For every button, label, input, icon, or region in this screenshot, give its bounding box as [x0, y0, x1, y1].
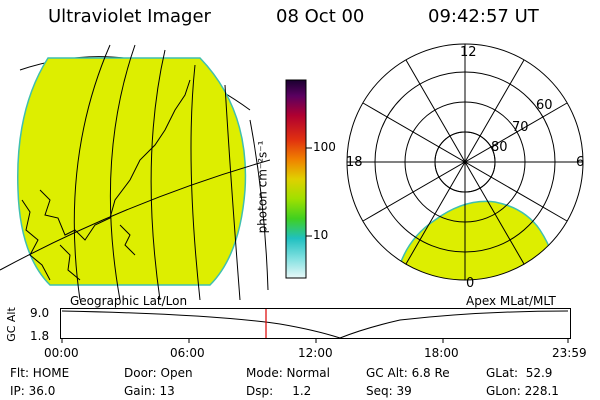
glon-label: GLon: 228.1 [486, 384, 559, 398]
colorbar-unit-label: photon cm⁻²s⁻¹ [255, 140, 270, 234]
mlt-label-12: 12 [460, 45, 477, 60]
time-label: 09:42:57 UT [428, 6, 539, 27]
orbit-xtick-0000: 00:00 [44, 346, 79, 360]
colorbar-tick-10: 10 [313, 228, 329, 242]
seq-label: Seq: 39 [366, 384, 412, 398]
colorbar-tick-100: 100 [313, 140, 336, 154]
orbit-altitude-plot [60, 308, 571, 343]
mlt-label-18: 18 [346, 155, 363, 170]
orbit-altitude-curve [61, 310, 569, 339]
dsp-label: Dsp: 1.2 [246, 384, 312, 398]
gc-alt-label: GC Alt: 6.8 Re [366, 366, 450, 380]
date-label: 08 Oct 00 [276, 6, 365, 27]
orbit-xtick-1200: 12:00 [298, 346, 333, 360]
mlt-label-6: 6 [576, 155, 585, 170]
mlat-label-80: 80 [491, 140, 508, 155]
gain-label: Gain: 13 [124, 384, 175, 398]
mlt-label-0: 0 [466, 276, 475, 291]
orbit-xtick-0600: 06:00 [170, 346, 205, 360]
mode-label: Mode: Normal [246, 366, 330, 380]
orbit-xtick-2359: 23:59 [552, 346, 587, 360]
polar-caption: Apex MLat/MLT [466, 294, 556, 308]
flt-label: Flt: HOME [10, 366, 70, 380]
orbit-ytick-top: 9.0 [30, 306, 50, 320]
geographic-image-panel [0, 44, 270, 300]
instrument-title: Ultraviolet Imager [48, 6, 211, 27]
polar-plot-panel [346, 43, 584, 281]
orbit-ylabel: GC Alt [4, 307, 18, 342]
ip-label: IP: 36.0 [10, 384, 56, 398]
colorbar [285, 79, 312, 279]
colorbar-gradient [285, 79, 307, 279]
orbit-xtick-1800: 18:00 [424, 346, 459, 360]
orbit-ytick-bottom: 1.8 [30, 329, 50, 343]
mlat-label-60: 60 [536, 98, 553, 113]
mlat-label-70: 70 [512, 120, 529, 135]
geo-caption: Geographic Lat/Lon [70, 294, 188, 308]
glat-label: GLat: 52.9 [486, 366, 553, 380]
door-label: Door: Open [124, 366, 193, 380]
